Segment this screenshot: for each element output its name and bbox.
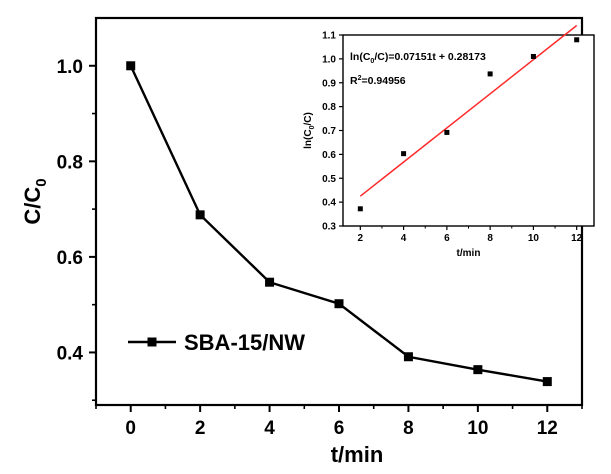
- main-x-tick-label: 12: [537, 418, 558, 439]
- main-y-axis-label: C/C0: [20, 178, 50, 224]
- inset-y-tick-label: 1.0: [322, 54, 336, 65]
- main-data-point: [265, 277, 275, 287]
- inset-plot-frame: [342, 34, 595, 227]
- main-y-axis-label-sub: 0: [33, 178, 50, 186]
- inset-x-tick-label: 10: [528, 233, 540, 244]
- inset-data-point: [487, 71, 493, 77]
- inset-x-axis-label: t/min: [457, 248, 481, 259]
- inset-fit-equation-a: ln(C: [350, 51, 371, 63]
- inset-r-squared: R2=0.94956: [350, 75, 406, 87]
- main-y-tick-label: 0.8: [57, 152, 83, 173]
- inset-fit-equation-b: /C)=0.07151t + 0.28173: [374, 51, 486, 63]
- inset-y-tick-label: 0.3: [322, 222, 336, 233]
- inset-data-point: [357, 206, 363, 212]
- inset-y-tick-label: 0.4: [322, 198, 336, 209]
- inset-fit-equation-sub: 0: [370, 58, 374, 65]
- inset-r-squared-b: =0.94956: [362, 75, 406, 87]
- inset-x-tick-label: 12: [571, 233, 583, 244]
- inset-data-point: [401, 151, 407, 157]
- main-data-point: [403, 352, 413, 362]
- main-data-point: [334, 299, 344, 309]
- inset-r-squared-a: R: [350, 75, 358, 87]
- main-data-point: [195, 210, 205, 220]
- main-x-tick-label: 4: [264, 418, 275, 439]
- inset-r-squared-sup: 2: [358, 75, 362, 82]
- main-x-tick-label: 6: [334, 418, 345, 439]
- main-y-tick-label: 1.0: [57, 57, 83, 78]
- main-data-point: [126, 61, 136, 71]
- inset-y-tick-label: 0.7: [322, 126, 336, 137]
- main-y-axis-label-base: C/C: [20, 187, 45, 225]
- inset-y-tick-label: 0.6: [322, 150, 336, 161]
- inset-x-tick-label: 2: [358, 233, 364, 244]
- inset-y-axis-label-base: ln(C: [303, 129, 314, 148]
- inset-y-tick-label: 0.8: [322, 102, 336, 113]
- legend-marker: [147, 337, 157, 347]
- inset-y-axis-label-tail: /C): [303, 112, 314, 125]
- inset-fit-equation: ln(C0/C)=0.07151t + 0.28173: [350, 51, 486, 65]
- main-y-tick-label: 0.4: [57, 343, 84, 364]
- inset-data-point: [574, 37, 580, 43]
- inset-y-axis-label: ln(C0/C): [303, 112, 316, 149]
- main-y-tick-label: 0.6: [57, 248, 83, 269]
- main-x-tick-label: 8: [403, 418, 414, 439]
- main-x-tick-label: 10: [467, 418, 488, 439]
- main-x-tick-label: 0: [125, 418, 136, 439]
- inset-y-tick-label: 0.5: [322, 174, 336, 185]
- legend-label: SBA-15/NW: [184, 330, 305, 355]
- main-x-tick-label: 2: [195, 418, 206, 439]
- main-x-axis-label: t/min: [331, 442, 384, 467]
- inset-y-axis-label-sub: 0: [309, 125, 316, 129]
- inset-y-tick-label: 1.1: [322, 31, 336, 42]
- inset-fit-line: [359, 24, 578, 197]
- inset-x-tick-label: 6: [444, 233, 450, 244]
- inset-data-point: [530, 53, 536, 59]
- inset-data-point: [444, 129, 450, 135]
- inset-x-tick-label: 8: [487, 233, 493, 244]
- inset-y-tick-label: 0.9: [322, 78, 336, 89]
- main-data-point: [473, 365, 483, 375]
- inset-x-tick-label: 4: [401, 233, 407, 244]
- main-data-point: [542, 377, 552, 387]
